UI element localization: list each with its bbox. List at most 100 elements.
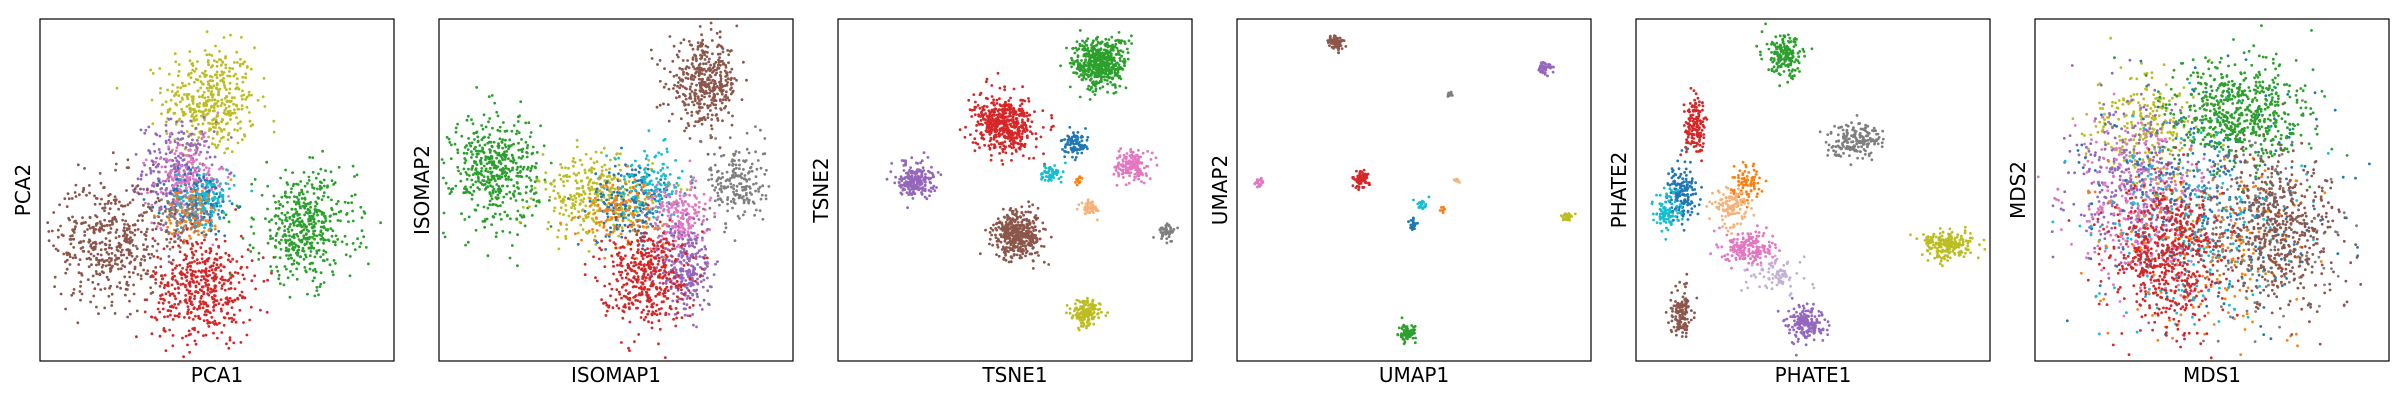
data-point — [693, 212, 697, 215]
data-point — [143, 233, 147, 236]
data-point — [178, 100, 182, 104]
data-point — [735, 24, 739, 28]
data-point — [214, 186, 218, 190]
data-point — [708, 167, 711, 171]
data-point — [192, 204, 196, 208]
data-point — [202, 168, 206, 172]
data-point — [213, 319, 217, 323]
data-point — [68, 255, 72, 259]
data-point — [196, 78, 200, 82]
data-point — [262, 77, 266, 80]
data-point — [706, 227, 710, 231]
data-point — [274, 200, 277, 204]
data-point — [322, 259, 326, 263]
data-point — [646, 163, 650, 167]
data-point — [175, 177, 179, 181]
data-point — [648, 181, 652, 185]
data-point — [658, 210, 661, 214]
data-point — [161, 212, 165, 215]
data-point — [519, 100, 523, 104]
data-point — [598, 189, 602, 193]
data-point — [663, 67, 666, 70]
data-point — [678, 86, 682, 90]
data-point — [188, 283, 192, 287]
data-point — [166, 199, 170, 203]
data-point — [226, 279, 230, 283]
data-point — [576, 231, 580, 235]
data-point — [214, 123, 218, 126]
data-point — [213, 59, 216, 63]
data-point — [191, 138, 194, 142]
data-point — [221, 200, 225, 203]
data-point — [474, 228, 478, 232]
data-point — [706, 104, 709, 108]
data-point — [176, 237, 180, 241]
data-point — [221, 189, 225, 192]
data-point — [178, 152, 182, 155]
data-point — [501, 158, 505, 162]
data-point — [240, 107, 244, 111]
data-point — [270, 271, 273, 275]
data-point — [193, 225, 197, 229]
data-point — [183, 172, 187, 176]
data-point — [158, 334, 162, 338]
data-point — [700, 49, 704, 52]
data-point — [681, 59, 685, 62]
data-point — [222, 76, 226, 80]
data-point — [200, 215, 204, 219]
data-point — [572, 164, 575, 168]
data-point — [300, 238, 304, 242]
data-point — [210, 264, 214, 268]
data-point — [726, 202, 729, 206]
data-point — [310, 261, 313, 265]
data-point — [182, 93, 186, 96]
data-point — [737, 158, 741, 162]
data-point — [729, 78, 733, 81]
data-point — [235, 116, 239, 119]
data-point — [190, 292, 193, 296]
data-point — [261, 256, 265, 259]
data-point — [679, 221, 683, 225]
data-point — [560, 166, 564, 170]
data-point — [199, 80, 203, 84]
data-point — [204, 186, 208, 189]
data-point — [103, 202, 107, 206]
data-point — [213, 322, 217, 326]
data-point — [88, 215, 92, 219]
data-point — [224, 106, 228, 110]
data-point — [442, 211, 446, 215]
data-point — [511, 168, 514, 172]
data-point — [745, 78, 748, 82]
cluster-green — [224, 149, 382, 299]
data-point — [163, 283, 167, 287]
data-point — [287, 248, 291, 251]
data-point — [202, 334, 205, 337]
data-point — [203, 163, 206, 167]
data-point — [166, 230, 170, 234]
data-point — [178, 300, 182, 304]
data-point — [656, 63, 659, 66]
data-point — [718, 197, 722, 201]
data-point — [456, 151, 460, 155]
data-point — [695, 83, 698, 87]
data-point — [283, 191, 287, 195]
data-point — [181, 143, 185, 147]
data-point — [223, 97, 227, 100]
data-point — [213, 224, 217, 228]
data-point — [123, 265, 127, 268]
data-point — [208, 122, 212, 125]
data-point — [236, 271, 240, 275]
data-point — [82, 249, 86, 253]
data-point — [494, 151, 498, 155]
data-point — [699, 53, 702, 57]
data-point — [310, 222, 313, 226]
data-point — [508, 138, 512, 142]
data-point — [643, 180, 647, 184]
data-point — [164, 129, 168, 133]
data-point — [165, 120, 168, 124]
data-point — [158, 310, 162, 314]
data-point — [207, 189, 211, 193]
data-point — [157, 148, 161, 151]
data-point — [170, 208, 174, 211]
data-point — [501, 201, 505, 204]
